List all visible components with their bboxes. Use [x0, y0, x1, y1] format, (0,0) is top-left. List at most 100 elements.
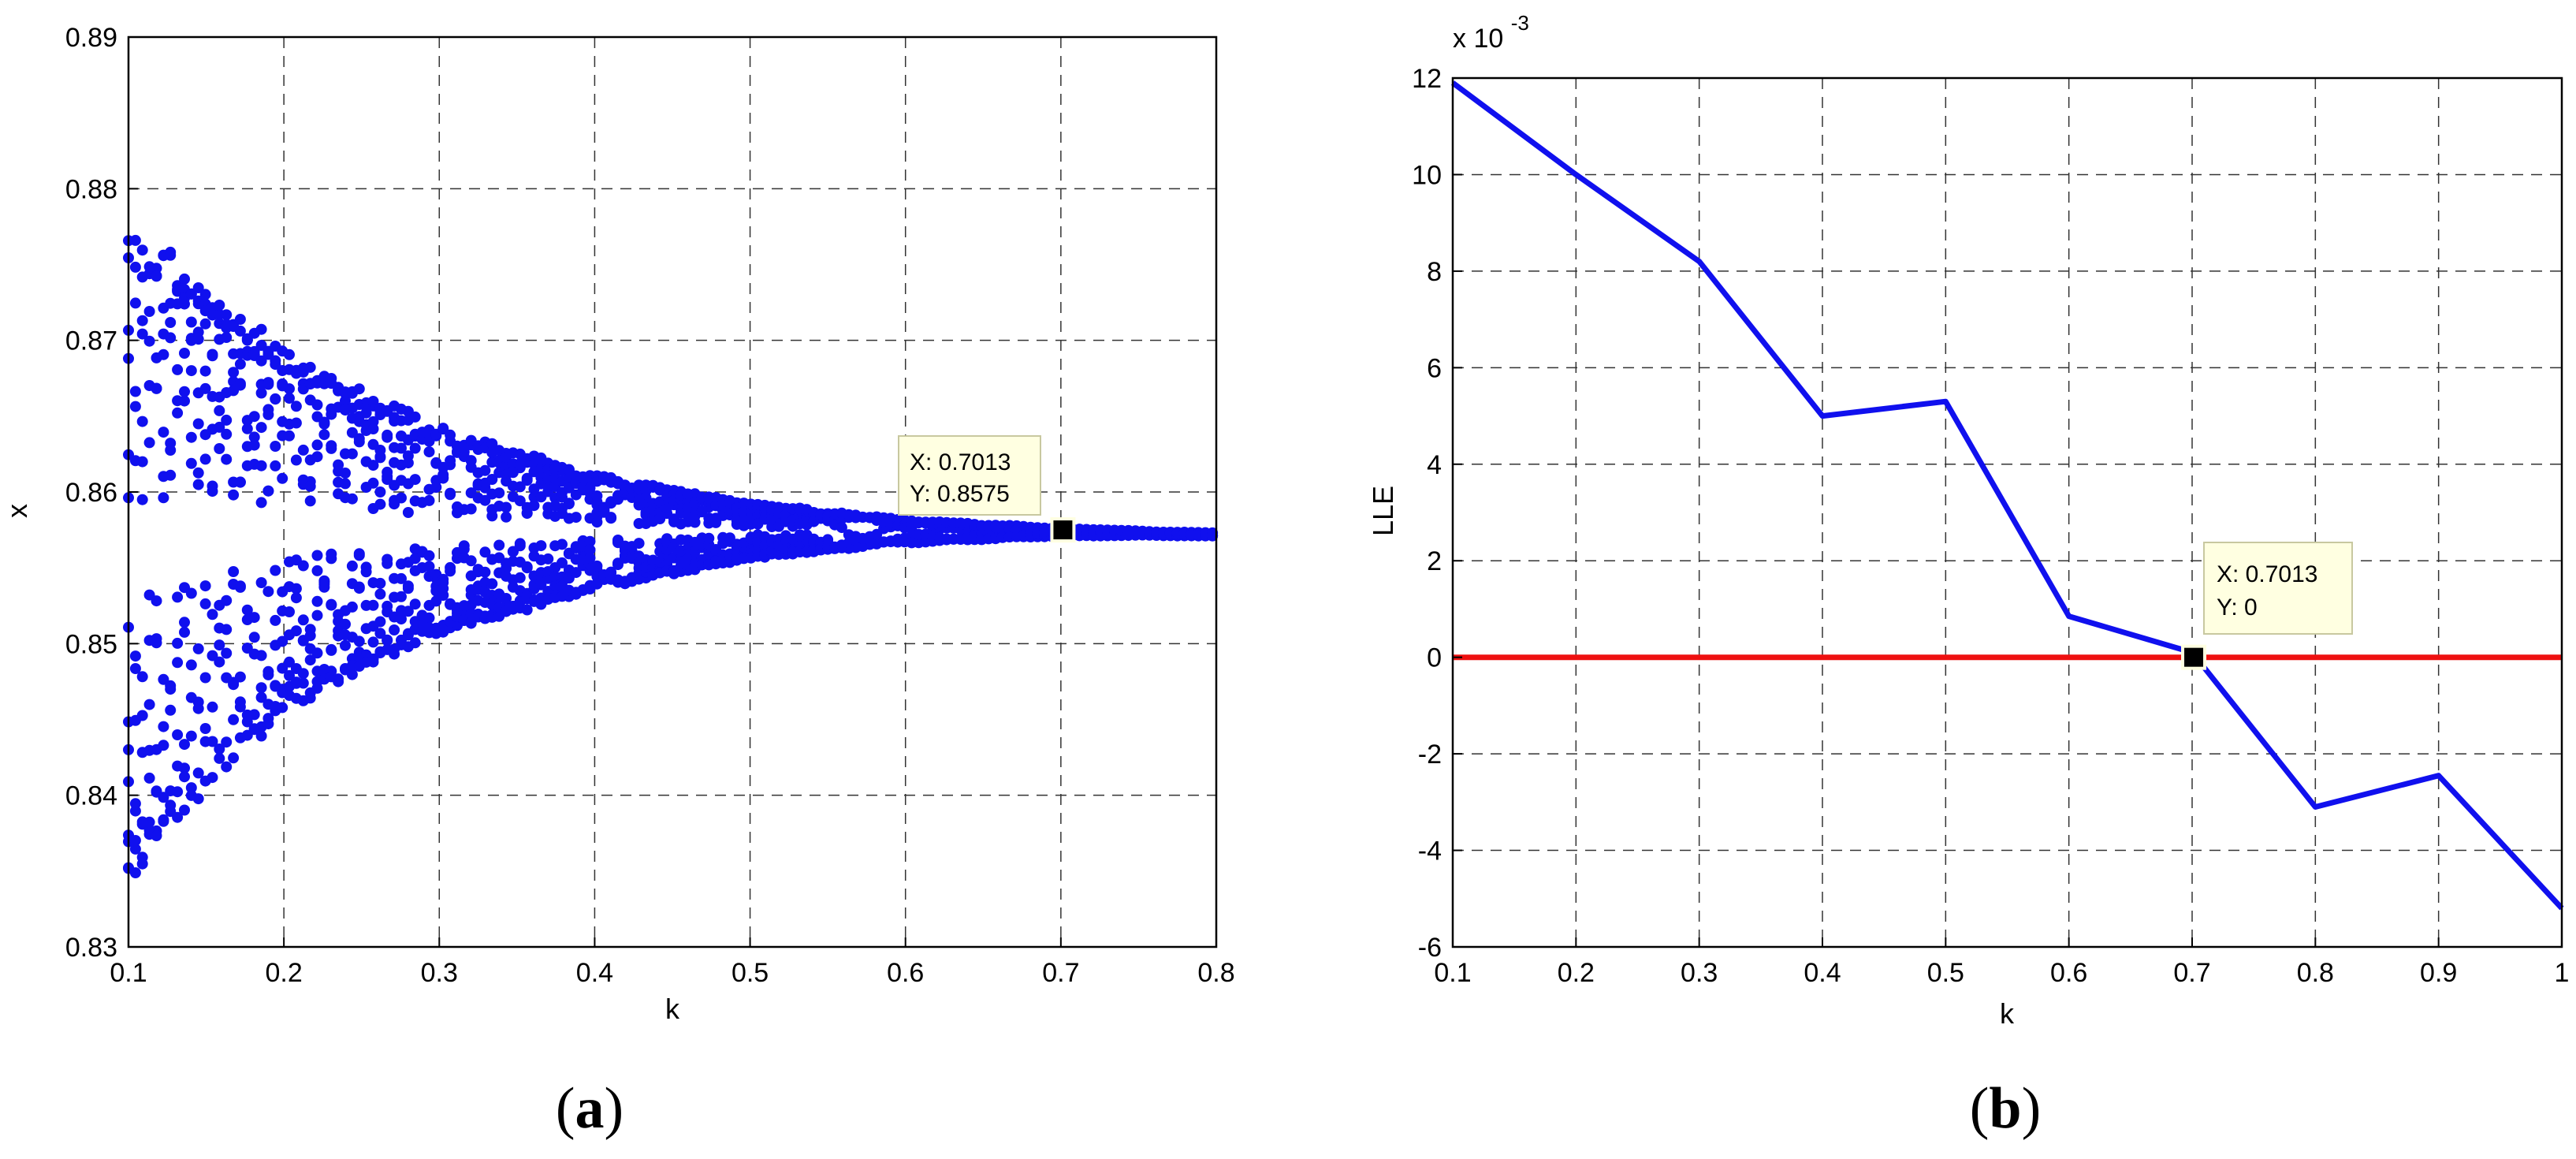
panel-a-scatter-point — [423, 494, 435, 506]
panel-a-scatter-point — [248, 431, 260, 443]
panel-a-scatter-point — [136, 671, 148, 683]
panel-a-scatter-point — [214, 656, 225, 668]
panel-a-scatter-point — [311, 439, 323, 451]
panel-a-scatter-point — [1207, 530, 1219, 541]
panel-a-scatter-point — [228, 566, 240, 577]
panel-b-x-tick-label: 0.7 — [2173, 958, 2210, 988]
panel-a-scatter-point — [165, 799, 177, 811]
panel-a-scatter-point — [192, 418, 204, 430]
panel-a-scatter-point — [284, 383, 295, 395]
panel-a-datatip[interactable]: X: 0.7013 Y: 0.8575 — [898, 435, 1076, 543]
panel-a-scatter-point — [185, 316, 197, 328]
panel-a-scatter-point — [479, 566, 491, 578]
panel-a-scatter-point — [214, 300, 225, 311]
panel-a-scatter-point — [214, 443, 225, 454]
panel-a-scatter-point — [465, 617, 477, 629]
panel-a-scatter-point — [409, 553, 421, 565]
panel-a-scatter-point — [284, 656, 295, 668]
panel-a-scatter-point — [221, 453, 233, 465]
panel-a-scatter-point — [689, 516, 701, 528]
panel-a-scatter-point — [493, 487, 505, 499]
panel-a-scatter-point — [255, 323, 267, 335]
panel-a-scatter-point — [703, 532, 715, 544]
panel-a-scatter-point — [179, 804, 190, 816]
panel-a-x-tick-label: 0.2 — [266, 958, 303, 988]
panel-b-y-tick-label: -6 — [1418, 933, 1442, 963]
panel-a-scatter-point — [836, 522, 847, 534]
panel-a-scatter-point — [179, 739, 190, 751]
panel-a-scatter-point — [234, 314, 246, 325]
panel-a-scatter-point — [199, 289, 211, 300]
panel-a-scatter-point — [396, 492, 407, 504]
panel-a-scatter-point — [165, 680, 177, 691]
panel-b-y-tick-label: 0 — [1427, 643, 1442, 673]
panel-b-datatip-x: X: 0.7013 — [2217, 561, 2317, 587]
panel-a-scatter-point — [136, 315, 148, 326]
panel-a-scatter-point — [136, 852, 148, 863]
panel-a-scatter-point — [192, 643, 204, 654]
panel-a-scatter-point — [179, 273, 190, 285]
panel-a-scatter-point — [423, 550, 435, 561]
panel-a-scatter-point — [304, 630, 316, 642]
panel-b-y-tick-label: 6 — [1427, 353, 1442, 383]
panel-a-scatter-point — [409, 411, 421, 423]
panel-a-scatter-point — [185, 431, 197, 443]
panel-a-scatter-point — [284, 348, 295, 360]
panel-a-y-tick-label: 0.86 — [65, 478, 117, 508]
panel-a-scatter-point — [270, 355, 281, 367]
panel-a-scatter-point — [318, 581, 330, 593]
panel-a-scatter-point — [248, 439, 260, 451]
panel-a-scatter-point — [228, 489, 240, 501]
panel-a-scatter-point — [172, 729, 184, 740]
panel-a-scatter-point — [179, 617, 190, 628]
panel-a-scatter-point — [409, 637, 421, 649]
panel-a-scatter-point — [360, 561, 372, 573]
panel-a-scatter-point — [479, 494, 491, 506]
panel-a-scatter-point — [304, 480, 316, 492]
panel-a-scatter-point — [353, 436, 365, 448]
panel-a-scatter-point — [402, 450, 414, 462]
panel-a-scatter-point — [255, 422, 267, 434]
panel-a-scatter-point — [346, 560, 358, 572]
panel-a-scatter-point — [136, 328, 148, 340]
panel-a-scatter-point — [255, 691, 267, 703]
panel-a-scatter-point — [129, 798, 141, 810]
panel-a-scatter-point — [409, 474, 421, 486]
panel-a-x-axis-label: k — [665, 993, 680, 1025]
panel-a-scatter-point — [143, 699, 155, 710]
panel-b-x-tick-label: 0.5 — [1927, 958, 1964, 988]
panel-a-scatter-point — [521, 561, 533, 572]
panel-a-scatter-point — [185, 730, 197, 742]
panel-a-scatter-point — [290, 625, 302, 637]
panel-a-scatter-point — [396, 572, 407, 584]
panel-b-y-tick-label: -4 — [1418, 837, 1442, 866]
panel-a-scatter-point — [165, 249, 177, 261]
panel-b-datatip[interactable]: X: 0.7013 Y: 0 — [2181, 542, 2353, 670]
panel-a-scatter-point — [179, 348, 190, 359]
panel-a-scatter-point — [557, 557, 568, 568]
panel-a-scatter-point — [437, 583, 449, 594]
panel-a-scatter-point — [158, 348, 169, 360]
panel-a-scatter-point — [311, 609, 323, 621]
panel-a-scatter-point — [207, 609, 218, 620]
panel-a-scatter-point — [501, 562, 512, 574]
panel-a-scatter-point — [521, 604, 533, 616]
panel-a-scatter-point — [318, 418, 330, 430]
panel-b-x-axis-label: k — [2000, 997, 2015, 1030]
panel-a-scatter-point — [248, 411, 260, 423]
panel-a-scatter-point — [234, 671, 246, 683]
panel-a-scatter-point — [129, 867, 141, 878]
caption-b: (b) — [1970, 1076, 2041, 1141]
panel-a-scatter-point — [311, 565, 323, 576]
panel-a-scatter-point — [199, 453, 211, 465]
panel-a-scatter-point — [199, 672, 211, 684]
panel-a-scatter-point — [172, 657, 184, 669]
panel-a-scatter-point — [221, 428, 233, 440]
panel-a-scatter-point — [374, 577, 386, 589]
panel-a-scatter-point — [297, 444, 309, 456]
panel-a-scatter-point — [326, 548, 337, 560]
panel-b-x-tick-label: 0.6 — [2050, 958, 2087, 988]
panel-a-scatter-point — [284, 606, 295, 617]
panel-a-x-tick-label: 0.3 — [421, 958, 458, 988]
